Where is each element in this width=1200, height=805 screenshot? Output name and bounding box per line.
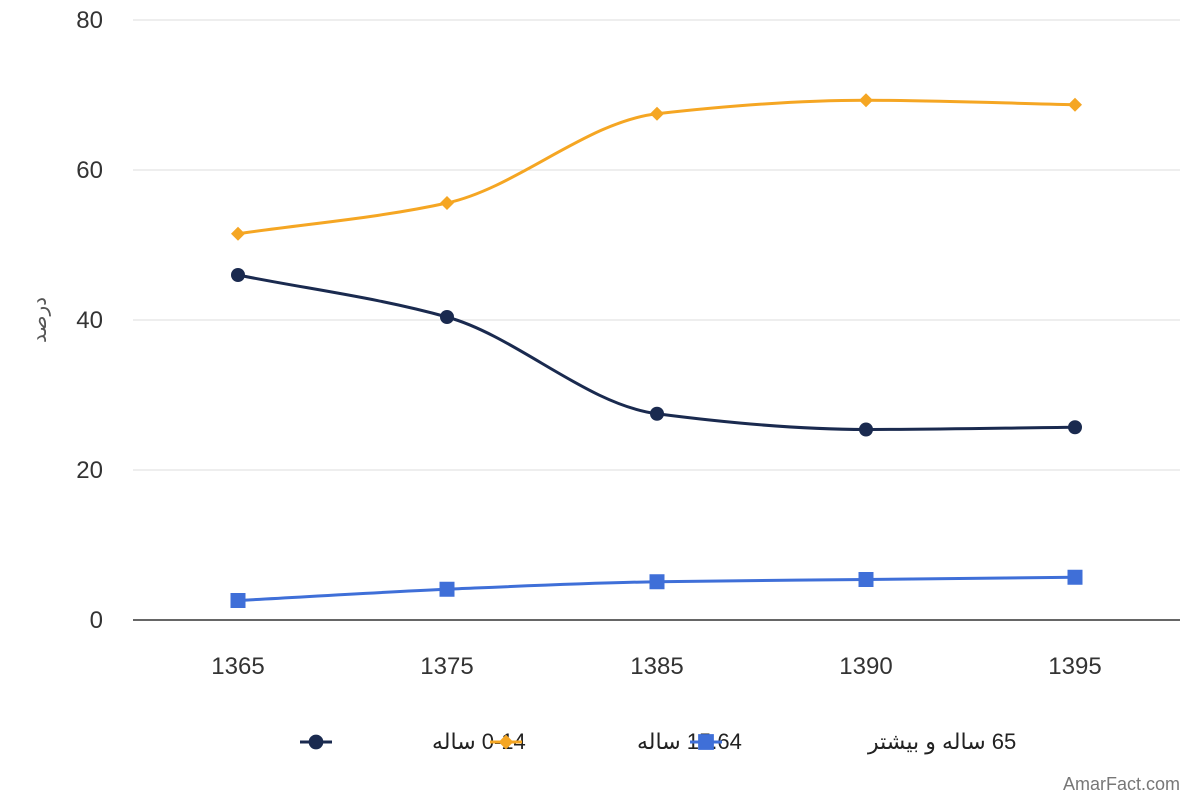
legend-label: 65 ساله و بیشتر xyxy=(867,729,1016,754)
series-group xyxy=(230,569,1083,608)
data-point-marker xyxy=(650,106,664,121)
legend-label: 15.64 ساله xyxy=(637,729,742,754)
data-point-marker xyxy=(440,310,454,324)
data-point-marker xyxy=(230,593,246,608)
x-tick-label: 1395 xyxy=(1048,653,1101,680)
data-point-marker xyxy=(231,268,245,282)
data-point-marker xyxy=(859,93,873,108)
series-layer xyxy=(230,93,1083,608)
data-point-marker xyxy=(649,574,665,590)
series-group xyxy=(231,268,1082,437)
y-axis-title: درصد xyxy=(29,297,51,343)
legend-marker xyxy=(698,734,714,750)
x-tick-label: 1385 xyxy=(630,653,683,680)
legend-item: 15.64 ساله xyxy=(490,729,742,754)
data-point-marker xyxy=(859,422,873,437)
data-point-marker xyxy=(1068,420,1082,435)
x-tick-label: 1365 xyxy=(211,653,264,680)
legend-marker xyxy=(308,734,324,750)
y-tick-label: 40 xyxy=(76,307,103,334)
series-line xyxy=(237,98,1076,236)
x-tick-label: 1375 xyxy=(420,653,473,680)
y-tick-label: 60 xyxy=(76,157,103,184)
x-tick-label: 1390 xyxy=(839,653,892,680)
legend-marker xyxy=(498,734,514,750)
grid-layer xyxy=(133,19,1180,621)
data-point-marker xyxy=(858,572,874,587)
data-point-marker xyxy=(1067,569,1083,585)
legend-item: 65 ساله و بیشتر xyxy=(690,729,1016,754)
y-tick-label: 0 xyxy=(90,607,103,634)
data-point-marker xyxy=(1068,97,1082,112)
series-group xyxy=(231,93,1082,241)
data-point-marker xyxy=(231,226,245,241)
data-point-marker xyxy=(440,196,454,210)
axis-layer: 0 20 40 60 80 1365 1375 1385 1390 1395 xyxy=(76,7,1101,680)
y-tick-label: 80 xyxy=(76,7,103,34)
data-point-marker xyxy=(439,581,455,597)
credit-text: AmarFact.com xyxy=(1063,774,1180,794)
y-tick-label: 20 xyxy=(76,457,103,484)
series-line xyxy=(237,273,1076,432)
data-point-marker xyxy=(650,406,664,421)
